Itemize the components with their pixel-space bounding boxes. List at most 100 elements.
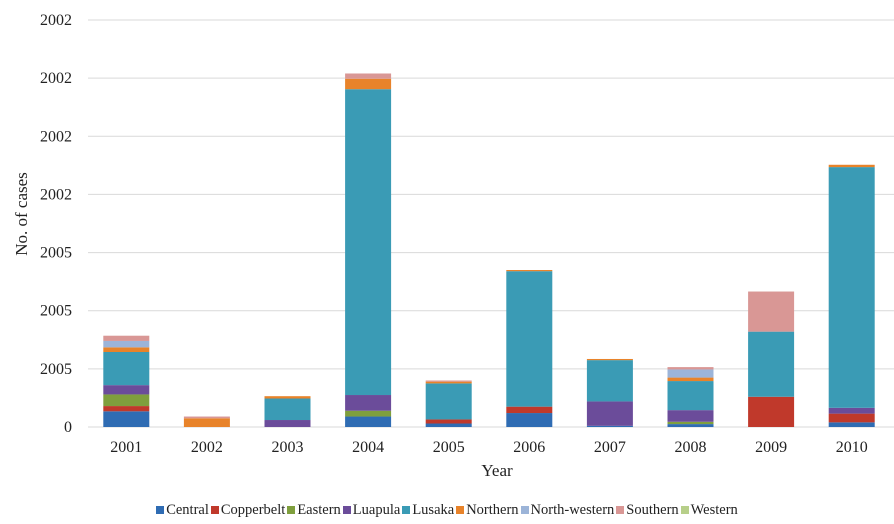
bar-segment-north-western-2001: [103, 340, 150, 348]
legend-swatch: [616, 506, 625, 514]
bar-segment-lusaka-2005: [425, 383, 472, 420]
bar-segment-copperbelt-2006: [506, 406, 553, 414]
bar-segment-eastern-2004: [345, 410, 392, 417]
legend-label: Southern: [626, 502, 679, 518]
bar-segment-central-2001: [103, 411, 150, 427]
bars: [103, 73, 875, 427]
y-tick-label: 2005: [40, 245, 72, 262]
bar-segment-northern-2002: [183, 418, 230, 427]
gridlines: [88, 19, 894, 428]
y-tick-label: 2002: [40, 12, 72, 29]
bar-segment-southern-2008: [667, 367, 714, 370]
bar-segment-luapula-2003: [264, 420, 311, 427]
legend-label: Western: [690, 502, 738, 518]
bar-segment-northern-2004: [345, 78, 392, 90]
bar-segment-luapula-2007: [586, 401, 633, 426]
x-tick-label: 2005: [433, 439, 465, 456]
y-tick-labels: 0 2005 2005 2005 2002 2002 2002 2002: [40, 12, 72, 436]
legend-swatch: [520, 506, 529, 514]
bar-segment-central-2008: [667, 424, 714, 427]
legend-item: Western: [680, 502, 738, 519]
x-tick-label: 2008: [675, 439, 707, 456]
legend-item: Copperbelt: [210, 502, 286, 519]
legend-item: Southern: [616, 502, 679, 519]
bar-segment-lusaka-2007: [586, 360, 633, 402]
bar-segment-central-2004: [345, 416, 392, 427]
bar-segment-eastern-2008: [667, 421, 714, 425]
bar-segment-luapula-2001: [103, 385, 150, 395]
x-tick-label: 2002: [191, 439, 223, 456]
bar-segment-central-2005: [425, 423, 472, 427]
bar-segment-northern-2010: [828, 164, 875, 168]
bar-segment-northern-2001: [103, 347, 150, 352]
bar-segment-lusaka-2006: [506, 271, 553, 407]
bar-segment-southern-2004: [345, 73, 392, 79]
bar-segment-northern-2005: [425, 381, 472, 384]
legend-item: Central: [156, 502, 209, 519]
x-tick-label: 2001: [110, 439, 142, 456]
legend-swatch: [342, 506, 351, 514]
bar-segment-lusaka-2008: [667, 381, 714, 411]
bar-segment-copperbelt-2005: [425, 419, 472, 424]
bar-segment-lusaka-2003: [264, 398, 311, 421]
legend-swatch: [156, 506, 165, 514]
y-tick-label: 2002: [40, 128, 72, 145]
y-axis-title: No. of cases: [12, 172, 31, 256]
bar-segment-northern-2006: [506, 270, 553, 272]
y-tick-label: 2005: [40, 361, 72, 378]
x-tick-labels: 2001 2002 2003 2004 2005 2006 2007 2008 2009 2010: [110, 439, 867, 456]
legend-item: Luapula: [342, 502, 401, 519]
bar-segment-luapula-2010: [828, 407, 875, 414]
y-tick-label: 2002: [40, 186, 72, 203]
bar-segment-southern-2001: [103, 335, 150, 341]
x-tick-label: 2009: [755, 439, 787, 456]
legend-swatch: [456, 506, 465, 514]
y-tick-label: 2005: [40, 303, 72, 320]
legend-swatch: [402, 506, 411, 514]
bar-segment-central-2007: [586, 425, 633, 427]
legend-label: Luapula: [352, 502, 401, 518]
bar-segment-luapula-2008: [667, 410, 714, 422]
legend-swatch: [287, 506, 296, 514]
bar-segment-north-western-2008: [667, 369, 714, 378]
x-tick-label: 2010: [836, 439, 868, 456]
y-tick-label: 2002: [40, 70, 72, 87]
bar-segment-lusaka-2009: [748, 331, 795, 397]
legend-label: Central: [166, 502, 209, 518]
legend-item: North-western: [520, 502, 615, 519]
x-tick-label: 2004: [352, 439, 384, 456]
x-tick-label: 2006: [513, 439, 545, 456]
x-axis-title: Year: [481, 461, 513, 480]
legend-swatch: [210, 506, 219, 514]
bar-segment-copperbelt-2009: [748, 396, 795, 427]
bar-segment-copperbelt-2001: [103, 406, 150, 412]
bar-segment-lusaka-2010: [828, 167, 875, 408]
bar-segment-central-2010: [828, 422, 875, 427]
legend-label: Copperbelt: [220, 502, 286, 518]
bar-segment-northern-2007: [586, 358, 633, 361]
bar-segment-southern-2009: [748, 291, 795, 332]
legend-item: Northern: [456, 502, 519, 519]
bar-segment-eastern-2001: [103, 394, 150, 407]
x-tick-label: 2007: [594, 439, 626, 456]
legend-label: Lusaka: [412, 502, 455, 518]
bar-segment-central-2006: [506, 413, 553, 427]
bar-segment-southern-2005: [425, 380, 472, 382]
bar-segment-lusaka-2004: [345, 89, 392, 396]
y-tick-label: 0: [64, 419, 72, 436]
legend-item: Lusaka: [402, 502, 454, 519]
bar-segment-lusaka-2001: [103, 351, 150, 386]
bar-segment-northern-2003: [264, 396, 311, 399]
x-tick-label: 2003: [272, 439, 304, 456]
legend-label: Northern: [466, 502, 519, 518]
legend-item: Eastern: [287, 502, 341, 519]
bar-segment-southern-2002: [183, 416, 230, 419]
legend: Central Copperbelt Eastern Luapula Lusaka Nor…: [0, 502, 894, 519]
bar-segment-northern-2008: [667, 377, 714, 382]
bar-segment-copperbelt-2010: [828, 413, 875, 423]
legend-swatch: [680, 506, 689, 514]
bar-segment-luapula-2004: [345, 395, 392, 411]
legend-label: North-western: [530, 502, 615, 518]
legend-label: Eastern: [297, 502, 341, 518]
